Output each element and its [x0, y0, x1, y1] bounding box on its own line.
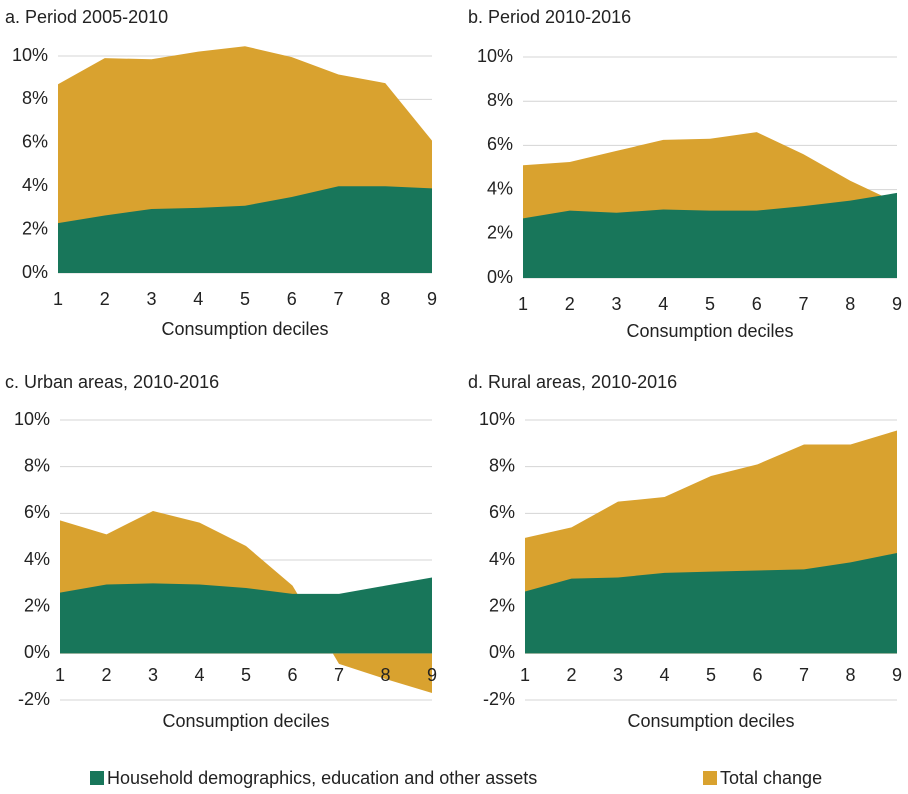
area	[523, 192, 897, 278]
x-tick-label: 6	[287, 289, 297, 309]
y-tick-label: 10%	[12, 45, 48, 65]
area	[60, 577, 432, 654]
y-tick-label: -2%	[483, 689, 515, 709]
y-tick-label: 0%	[489, 642, 515, 662]
y-tick-label: 10%	[14, 409, 50, 429]
x-tick-label: 3	[146, 289, 156, 309]
y-tick-label: 2%	[24, 595, 50, 615]
x-tick-label: 5	[240, 289, 250, 309]
legend-swatch	[703, 771, 717, 785]
y-tick-label: 8%	[487, 90, 513, 110]
x-tick-label: 1	[518, 294, 528, 314]
y-tick-label: 10%	[477, 46, 513, 66]
legend-label: Total change	[720, 768, 822, 788]
x-tick-label: 1	[55, 665, 65, 685]
x-tick-label: 6	[287, 665, 297, 685]
y-tick-label: 0%	[24, 642, 50, 662]
y-tick-label: 0%	[22, 262, 48, 282]
x-tick-label: 2	[100, 289, 110, 309]
x-tick-label: 4	[193, 289, 203, 309]
x-tick-label: 2	[566, 665, 576, 685]
y-tick-label: 4%	[22, 175, 48, 195]
legend-swatch	[90, 771, 104, 785]
panel-title: c. Urban areas, 2010-2016	[5, 372, 219, 392]
x-axis-label: Consumption deciles	[162, 711, 329, 731]
x-tick-label: 3	[611, 294, 621, 314]
x-tick-label: 7	[333, 289, 343, 309]
x-tick-label: 8	[845, 665, 855, 685]
y-tick-label: 6%	[487, 134, 513, 154]
x-tick-label: 5	[706, 665, 716, 685]
x-axis-label: Consumption deciles	[626, 321, 793, 341]
x-tick-label: 9	[892, 665, 902, 685]
y-tick-label: 4%	[487, 178, 513, 198]
x-tick-label: 6	[752, 665, 762, 685]
legend-label: Household demographics, education and ot…	[107, 768, 537, 788]
x-tick-label: 8	[845, 294, 855, 314]
x-tick-label: 4	[658, 294, 668, 314]
x-tick-label: 7	[798, 294, 808, 314]
x-tick-label: 7	[799, 665, 809, 685]
x-tick-label: 2	[101, 665, 111, 685]
panel-title: b. Period 2010-2016	[468, 7, 631, 27]
x-tick-label: 4	[194, 665, 204, 685]
x-tick-label: 6	[752, 294, 762, 314]
y-tick-label: 6%	[489, 502, 515, 522]
area	[525, 553, 897, 654]
x-tick-label: 9	[892, 294, 902, 314]
x-tick-label: 7	[334, 665, 344, 685]
x-tick-label: 5	[241, 665, 251, 685]
x-axis-label: Consumption deciles	[161, 319, 328, 339]
y-tick-label: 2%	[487, 223, 513, 243]
x-tick-label: 5	[705, 294, 715, 314]
y-tick-label: 6%	[24, 502, 50, 522]
x-tick-label: 3	[148, 665, 158, 685]
y-tick-label: 2%	[489, 595, 515, 615]
x-tick-label: 8	[380, 289, 390, 309]
y-tick-label: 8%	[22, 88, 48, 108]
y-tick-label: 4%	[24, 549, 50, 569]
area	[58, 186, 432, 273]
x-axis-label: Consumption deciles	[627, 711, 794, 731]
y-tick-label: 4%	[489, 549, 515, 569]
y-tick-label: 2%	[22, 218, 48, 238]
x-tick-label: 2	[565, 294, 575, 314]
x-tick-label: 1	[520, 665, 530, 685]
x-tick-label: 1	[53, 289, 63, 309]
y-tick-label: 6%	[22, 132, 48, 152]
x-tick-label: 3	[613, 665, 623, 685]
x-tick-label: 9	[427, 289, 437, 309]
y-tick-label: 0%	[487, 267, 513, 287]
panel-title: a. Period 2005-2010	[5, 7, 168, 27]
y-tick-label: 8%	[24, 455, 50, 475]
panel-title: d. Rural areas, 2010-2016	[468, 372, 677, 392]
y-tick-label: 10%	[479, 409, 515, 429]
y-tick-label: -2%	[18, 689, 50, 709]
x-tick-label: 8	[380, 665, 390, 685]
x-tick-label: 4	[659, 665, 669, 685]
y-tick-label: 8%	[489, 455, 515, 475]
x-tick-label: 9	[427, 665, 437, 685]
